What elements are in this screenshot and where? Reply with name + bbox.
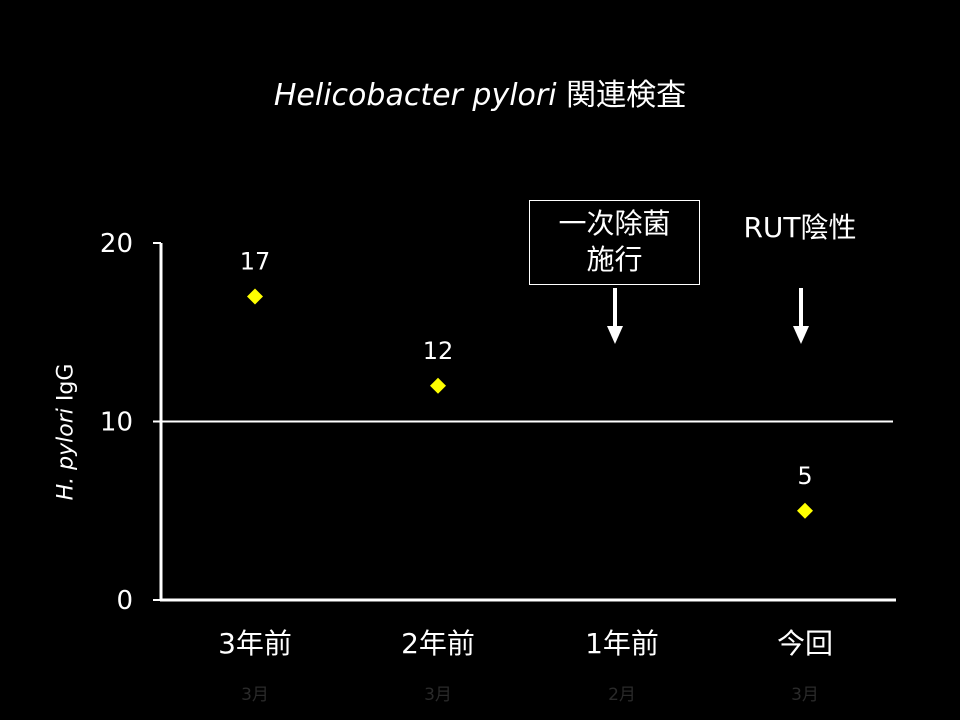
x-sub-label: 2月 [608, 685, 636, 705]
data-point-marker [247, 288, 263, 305]
rut-negative-annotation: RUT陰性 [743, 211, 857, 244]
annotation-arrow-head [607, 326, 623, 344]
x-sub-label: 3月 [791, 685, 819, 705]
x-tick-label: 今回 [777, 627, 833, 660]
annotation-arrow-head [793, 326, 809, 344]
data-point-label: 5 [797, 462, 812, 490]
eradication-annotation-line2: 施行 [586, 243, 643, 276]
data-point-label: 12 [423, 337, 454, 365]
chart-title-rest: 関連検査 [556, 78, 687, 113]
eradication-annotation-box: 一次除菌 施行 [529, 200, 700, 285]
x-tick-label: 1年前 [585, 627, 659, 660]
chart-title: Helicobacter pylori 関連検査 [0, 70, 960, 114]
data-point-marker [430, 377, 446, 394]
eradication-annotation-line1: 一次除菌 [558, 207, 671, 240]
data-point-label: 17 [240, 248, 271, 276]
y-tick-label: 10 [100, 408, 133, 438]
y-tick-label: 0 [116, 586, 133, 616]
chart-title-italic: Helicobacter pylori [273, 78, 557, 113]
x-sub-label: 3月 [424, 685, 452, 705]
x-tick-label: 2年前 [401, 627, 475, 660]
x-sub-label: 3月 [241, 685, 269, 705]
data-point-marker [797, 502, 813, 519]
x-tick-label: 3年前 [218, 627, 292, 660]
y-tick-label: 20 [100, 229, 133, 259]
